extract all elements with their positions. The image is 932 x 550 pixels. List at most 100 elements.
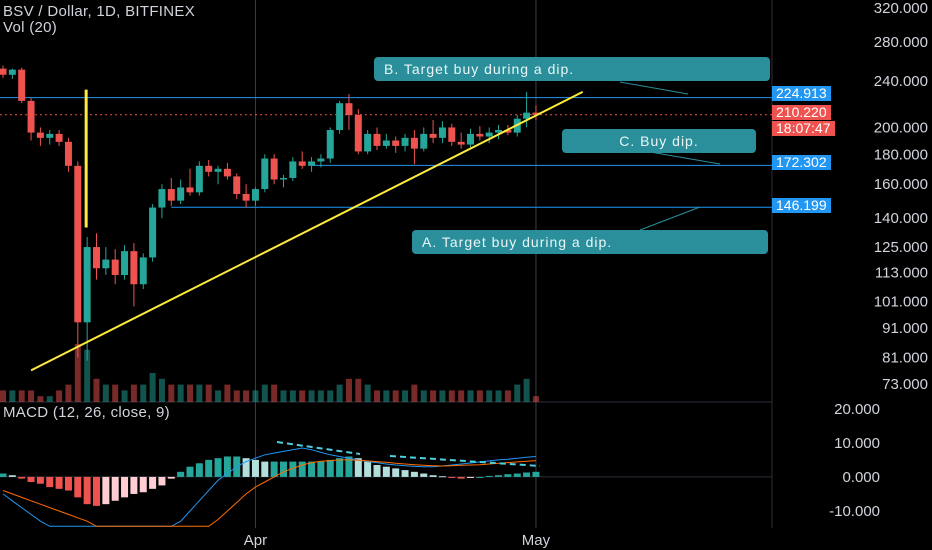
candle-body — [36, 132, 44, 138]
volume-bar — [532, 396, 539, 402]
candle-body — [83, 247, 91, 323]
macd-histogram-bar — [205, 459, 213, 477]
price-tick-label: 73.000 — [882, 376, 928, 393]
macd-tick-label: 20.000 — [834, 401, 880, 418]
candle-body — [382, 140, 390, 146]
price-tick-label: 113.000 — [875, 265, 928, 282]
volume-bar — [18, 390, 25, 402]
macd-histogram-bar — [354, 458, 362, 477]
volume-bar — [392, 390, 399, 402]
candle-body — [167, 189, 175, 201]
volume-bar — [93, 378, 100, 402]
volume-bar — [355, 378, 362, 402]
candle-body — [336, 103, 344, 131]
macd-histogram-bar — [111, 476, 119, 501]
candle-body — [504, 130, 512, 133]
price-tick-label: 180.000 — [874, 146, 928, 163]
volume-indicator-label[interactable]: Vol (20) — [3, 19, 58, 36]
macd-histogram-bar — [214, 458, 222, 477]
macd-histogram-bar — [177, 471, 185, 477]
candle-body — [27, 100, 35, 133]
candle-body — [18, 69, 26, 101]
macd-histogram-bar — [261, 461, 269, 477]
candle-body — [345, 103, 353, 116]
volume-bar — [187, 384, 193, 402]
volume-bar — [420, 390, 427, 402]
volume-bar — [158, 378, 165, 402]
macd-histogram-bar — [74, 476, 82, 498]
candle-body — [280, 177, 287, 180]
candle-body — [448, 127, 456, 142]
candle-body — [111, 259, 119, 276]
volume-bar — [243, 390, 250, 402]
candle-body — [495, 130, 503, 133]
price-tick-label: 320.000 — [874, 0, 928, 17]
volume-bar — [252, 390, 259, 402]
candle-body — [429, 133, 437, 138]
candle-body — [523, 112, 531, 119]
macd-histogram-bar — [251, 459, 259, 477]
volume-bar — [0, 390, 6, 402]
volume-bar — [215, 390, 222, 402]
volume-bar — [448, 390, 455, 402]
macd-histogram-bar — [167, 476, 175, 479]
horizontal-levels — [0, 97, 772, 208]
macd-histogram-bar — [298, 461, 306, 477]
volume-bar — [345, 378, 352, 402]
volume-bar — [327, 390, 334, 402]
annotation-c[interactable]: C. Buy dip. — [562, 129, 756, 153]
level-b-price-tag: 224.913 — [772, 86, 831, 101]
divergence-line — [389, 455, 541, 467]
annotation-b[interactable]: B. Target buy during a dip. — [374, 57, 770, 81]
symbol-title[interactable]: BSV / Dollar, 1D, BITFINEX — [3, 3, 196, 20]
volume-bar — [112, 384, 119, 402]
macd-histogram-bar — [0, 473, 7, 477]
macd-pane — [0, 441, 772, 527]
price-tick-label: 240.000 — [874, 73, 928, 90]
price-axis: 73.000 81.000 91.000 101.000 113.000 125.000 1… — [829, 0, 928, 520]
macd-histogram-bar — [55, 476, 63, 489]
candle-body — [223, 168, 231, 177]
candle-body — [354, 115, 362, 152]
candle-body — [298, 161, 306, 166]
annotation-a[interactable]: A. Target buy during a dip. — [412, 230, 768, 254]
volume-bar — [65, 384, 72, 402]
macd-histogram-bar — [429, 475, 437, 477]
candle-body — [8, 69, 16, 75]
macd-histogram-bar — [401, 470, 409, 477]
macd-histogram-bar — [495, 475, 503, 477]
volume-bar — [140, 384, 147, 402]
macd-histogram-bar — [83, 476, 91, 505]
callout-a-pointer — [639, 206, 701, 231]
volume-bar — [37, 396, 44, 402]
volume-bar — [299, 390, 306, 402]
macd-histogram-bar — [317, 461, 325, 477]
macd-histogram-bar — [364, 461, 372, 477]
candle-body — [195, 165, 203, 193]
macd-histogram-bar — [476, 476, 484, 478]
candle-body — [270, 158, 278, 180]
macd-histogram-bar — [270, 461, 278, 477]
volume-bar — [486, 390, 493, 402]
candle-body — [74, 165, 82, 323]
volume-bar — [102, 384, 109, 402]
macd-indicator-label[interactable]: MACD (12, 26, close, 9) — [3, 404, 170, 421]
macd-histogram-bar — [420, 473, 428, 477]
volume-bar — [233, 390, 240, 402]
macd-histogram-bar — [532, 471, 540, 477]
candle-body — [55, 133, 63, 142]
volume-bar — [514, 384, 521, 402]
candle-body — [130, 251, 138, 285]
macd-histogram-bar — [64, 476, 72, 491]
divergence-line — [276, 441, 361, 455]
macd-histogram-bar — [18, 476, 26, 479]
callout-b-pointer — [619, 81, 689, 95]
candle-body — [102, 259, 110, 269]
macd-histogram-bar — [345, 456, 353, 477]
price-tick-label: 125.000 — [874, 239, 928, 256]
candle-body — [364, 133, 372, 152]
volume-bar — [308, 390, 315, 402]
candle-body — [46, 133, 54, 138]
volume-bar — [168, 384, 175, 402]
